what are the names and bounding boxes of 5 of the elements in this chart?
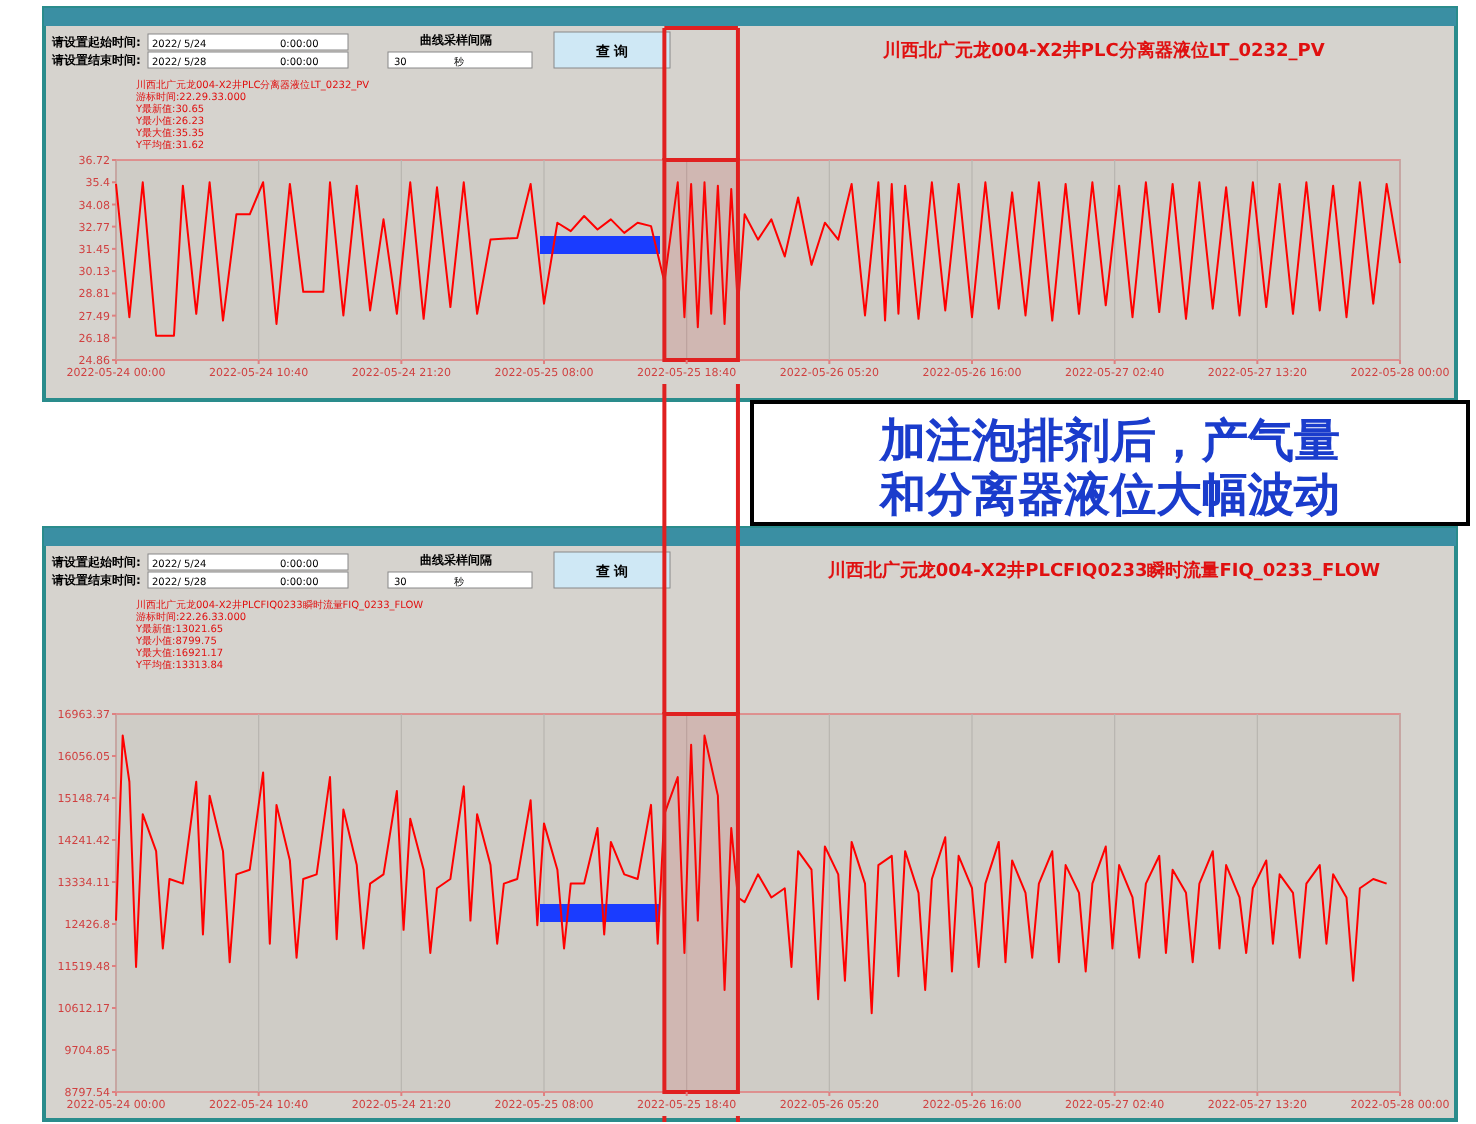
text: 加注泡排剂后，产气量和分离器液位大幅波动	[878, 414, 1340, 522]
chart-title: 川西北广元龙004-X2井PLCFIQ0233瞬时流量FIQ_0233_FLOW	[825, 560, 1381, 582]
chart-title: 川西北广元龙004-X2井PLC分离器液位LT_0232_PV	[881, 40, 1325, 62]
line-series	[115, 181, 1401, 337]
line-series	[115, 734, 1388, 1015]
